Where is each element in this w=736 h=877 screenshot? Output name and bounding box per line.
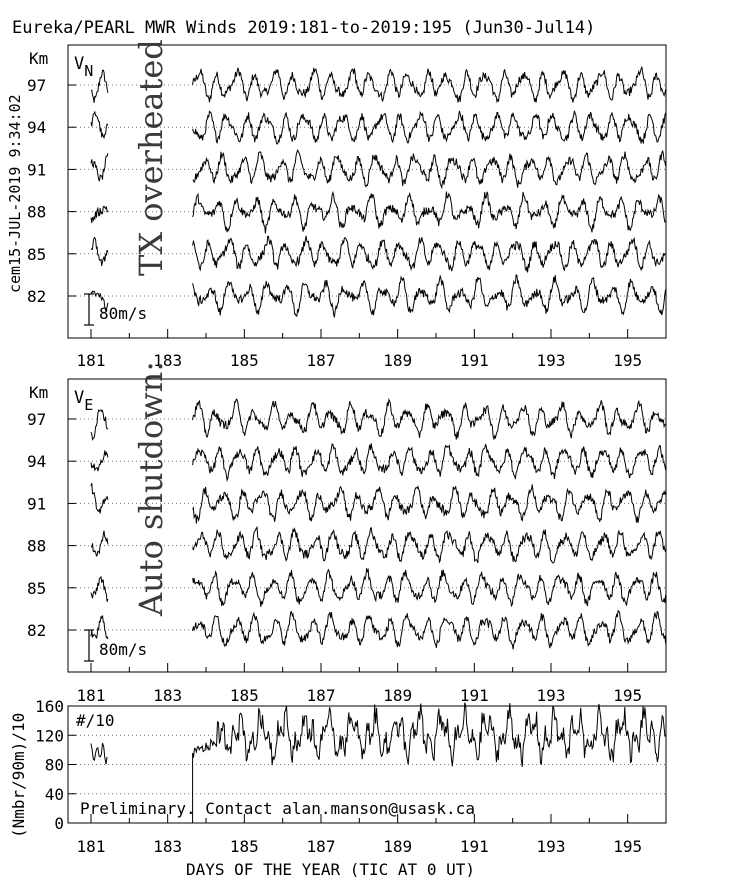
panel-vn-xticks: 181 183 185 187 189 191 193 195 — [77, 329, 667, 370]
ve-series-94km — [192, 443, 667, 482]
ve-series-97km — [90, 409, 109, 442]
ve-series-88km — [192, 525, 667, 564]
panel-ve-frame — [67, 378, 667, 673]
ve-xtick-label: 183 — [153, 686, 182, 705]
panel-vn-scale-label: 80m/s — [99, 304, 147, 323]
ve-height-label: 97 — [27, 410, 46, 429]
ve-height-label: 94 — [27, 452, 46, 471]
panel-count-xticks: 181 183 185 187 189 191 193 195 — [77, 814, 667, 856]
vn-series-94km — [192, 110, 667, 145]
panel-ve-height-labels: 97 94 91 88 85 82 — [27, 410, 46, 640]
panel-ve-gridlines — [68, 418, 666, 631]
vn-series-88km — [192, 190, 666, 234]
panel-ve-series — [90, 398, 667, 650]
ve-series-85km — [192, 567, 667, 608]
ve-series-97km — [192, 398, 666, 441]
vn-series-82km — [192, 274, 667, 318]
ve-xtick-label: 191 — [460, 686, 489, 705]
panel-count-ylabel: (Nmbr/90m)/10 — [9, 713, 28, 838]
vn-xtick-label: 191 — [460, 351, 489, 370]
ve-series-91km — [192, 484, 667, 524]
count-ytick-label: 120 — [35, 726, 64, 745]
ve-series-85km — [90, 575, 109, 602]
vn-series-91km — [90, 153, 109, 182]
vn-height-label: 82 — [27, 287, 46, 306]
count-ytick-label: 160 — [35, 697, 64, 716]
ve-xtick-label: 181 — [77, 686, 106, 705]
count-ytick-label: 40 — [45, 785, 64, 804]
ve-xtick-label: 195 — [613, 686, 642, 705]
vn-xtick-label: 185 — [230, 351, 259, 370]
count-xtick-label: 181 — [77, 837, 106, 856]
vn-xtick-label: 181 — [77, 351, 106, 370]
panel-count-inner-label: #/10 — [76, 711, 115, 730]
ve-height-label: 88 — [27, 537, 46, 556]
panel-ve-component-label: VE — [74, 388, 93, 414]
panel-count-gridlines — [68, 705, 666, 824]
vn-xtick-label: 195 — [613, 351, 642, 370]
vn-height-label: 91 — [27, 160, 46, 179]
vn-xtick-label: 187 — [307, 351, 336, 370]
vn-xtick-label: 189 — [383, 351, 412, 370]
vn-series-82km — [90, 290, 109, 311]
x-axis-label: DAYS OF THE YEAR (TIC AT 0 UT) — [186, 860, 475, 877]
ve-series-94km — [90, 450, 109, 472]
vn-series-97km — [90, 69, 109, 103]
panel-count: (Nmbr/90m)/10 #/10 0 40 80 120 160 181 183 185… — [9, 697, 667, 856]
panel-ve-xticks: 181 183 185 187 189 191 193 195 — [77, 663, 667, 705]
panel-vn: Km VN 97 94 91 88 85 82 181 183 185 187 189 191 193… — [27, 39, 667, 370]
count-xtick-label: 195 — [613, 837, 642, 856]
ve-height-label: 82 — [27, 621, 46, 640]
count-ytick-label: 80 — [45, 756, 64, 775]
count-xtick-label: 185 — [230, 837, 259, 856]
vn-height-label: 85 — [27, 245, 46, 264]
panel-vn-height-labels: 97 94 91 88 85 82 — [27, 76, 46, 306]
panel-vn-unit-label: Km — [29, 49, 48, 68]
ve-xtick-label: 187 — [307, 686, 336, 705]
ve-series-91km — [90, 483, 109, 514]
ve-height-label: 91 — [27, 494, 46, 513]
vn-xtick-label: 193 — [537, 351, 566, 370]
panel-vn-gridlines — [68, 84, 666, 297]
vn-series-97km — [192, 65, 667, 104]
panel-vn-frame — [67, 44, 667, 339]
panel-count-ytick-labels: 0 40 80 120 160 — [35, 697, 64, 833]
panel-vn-component-label: VN — [74, 54, 93, 80]
count-xtick-label: 189 — [383, 837, 412, 856]
ve-xtick-label: 185 — [230, 686, 259, 705]
vn-xtick-label: 183 — [153, 351, 182, 370]
vn-height-label: 94 — [27, 118, 46, 137]
vn-series-88km — [90, 205, 109, 224]
count-series — [192, 702, 666, 823]
chart-title: Eureka/PEARL MWR Winds 2019:181-to-2019:… — [12, 18, 595, 38]
panel-count-series — [90, 702, 666, 823]
panel-ve: Km VE 97 94 91 88 85 82 181 183 185 187 189 191 193… — [27, 361, 667, 705]
vn-height-label: 88 — [27, 203, 46, 222]
gap-note-tx-overheated: TX overheated — [132, 39, 170, 276]
count-xtick-label: 187 — [307, 837, 336, 856]
panel-ve-unit-label: Km — [29, 383, 48, 402]
panel-ve-scale-label: 80m/s — [99, 640, 147, 659]
side-label: cem15-JUL-2019 9:34:02 — [6, 94, 24, 293]
vn-series-85km — [192, 235, 666, 273]
ve-xtick-label: 193 — [537, 686, 566, 705]
ve-series-82km — [192, 609, 667, 650]
count-xtick-label: 193 — [537, 837, 566, 856]
vn-series-85km — [90, 236, 109, 266]
vn-series-94km — [90, 110, 109, 140]
gap-note-auto-shutdown: Auto shutdown: — [132, 361, 170, 617]
count-ytick-label: 0 — [54, 814, 64, 833]
vn-height-label: 97 — [27, 76, 46, 95]
count-xtick-label: 183 — [153, 837, 182, 856]
ve-series-88km — [90, 530, 109, 557]
vn-series-91km — [192, 148, 667, 190]
panel-vn-series — [90, 65, 667, 318]
count-xtick-label: 191 — [460, 837, 489, 856]
ve-series-82km — [90, 615, 109, 640]
preliminary-note: Preliminary. Contact alan.manson@usask.c… — [80, 799, 475, 818]
ve-xtick-label: 189 — [383, 686, 412, 705]
ve-height-label: 85 — [27, 579, 46, 598]
count-series — [90, 743, 108, 765]
